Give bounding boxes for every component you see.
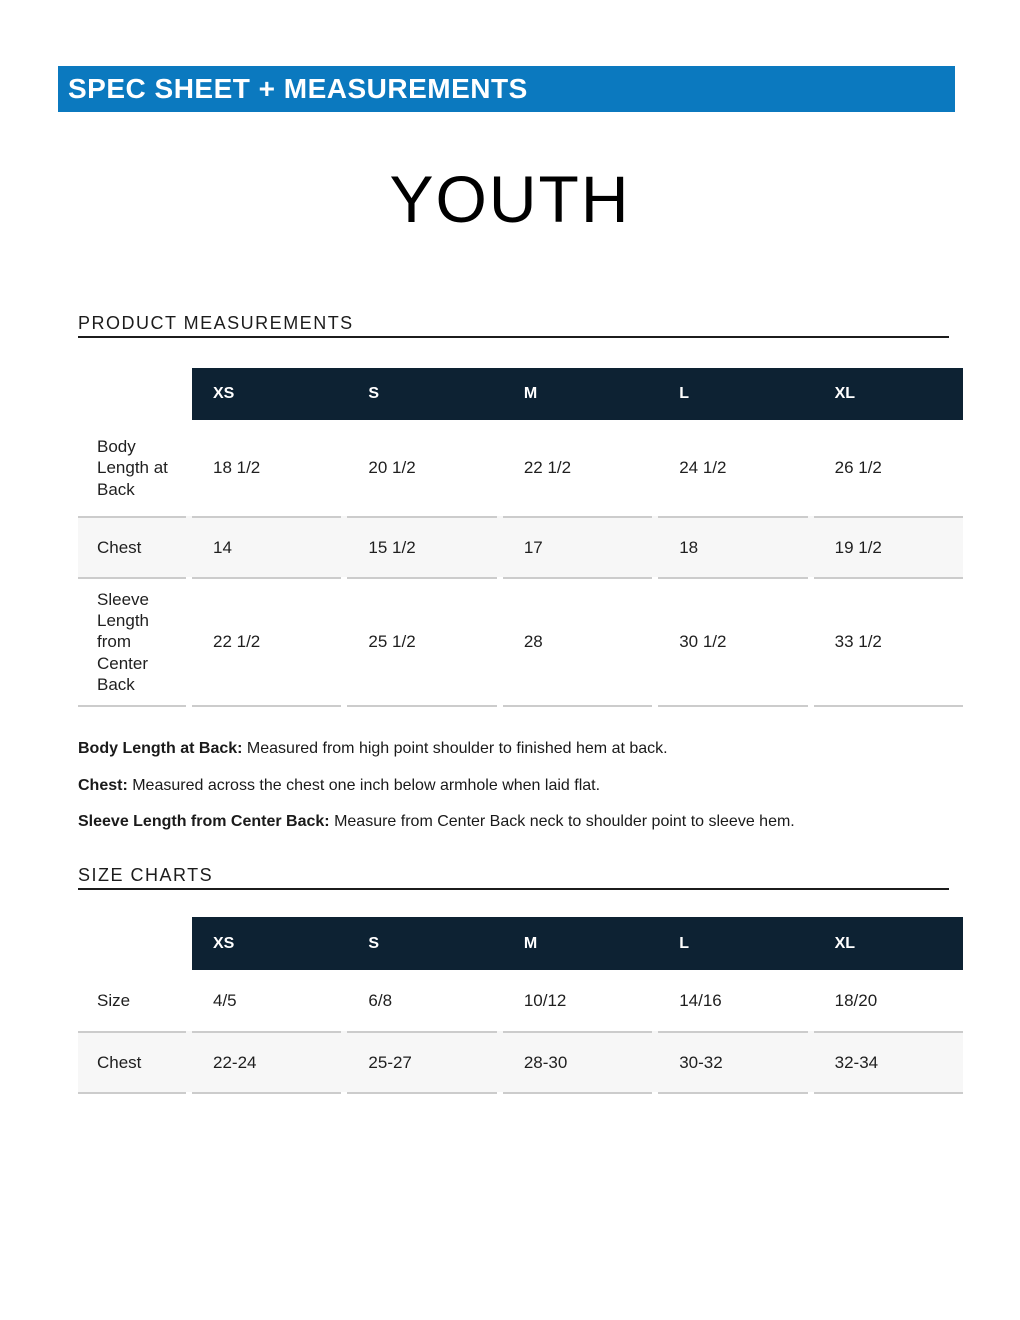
definition-term: Sleeve Length from Center Back: bbox=[78, 813, 330, 830]
definition-chest: Chest: Measured across the chest one inc… bbox=[78, 777, 600, 795]
measurement-value: 24 1/2 bbox=[679, 458, 727, 478]
measurement-value: 15 1/2 bbox=[347, 516, 497, 577]
table-row-body-length: Body Length at Back 18 1/2 20 1/2 22 1/2… bbox=[78, 420, 963, 516]
column-header-xs: XS bbox=[213, 385, 235, 402]
definition-text: Measure from Center Back neck to shoulde… bbox=[329, 813, 795, 830]
size-charts-heading: SIZE CHARTS bbox=[78, 865, 214, 885]
definition-term: Chest: bbox=[78, 777, 128, 794]
row-label: Chest bbox=[78, 1031, 186, 1092]
table-header-background bbox=[192, 368, 963, 420]
measurement-value: 18 bbox=[658, 516, 808, 577]
size-value: 32-34 bbox=[813, 1031, 964, 1092]
row-label: Size bbox=[97, 990, 131, 1010]
table-row-sleeve-length: Sleeve Length from Center Back 22 1/2 25… bbox=[78, 577, 964, 705]
table-header-row: XS S M L XL bbox=[78, 368, 963, 420]
column-header-l: L bbox=[679, 934, 689, 952]
size-value: 30-32 bbox=[658, 1031, 808, 1092]
measurement-value: 30 1/2 bbox=[658, 577, 808, 705]
row-label: Sleeve Length from Center Back bbox=[78, 577, 186, 705]
table-header-row: XS S M L XL bbox=[78, 917, 963, 970]
definition-text: Measured from high point shoulder to fin… bbox=[242, 740, 668, 757]
table-row-chest: Chest 22-24 25-27 28-30 30-32 32-34 bbox=[78, 1031, 964, 1092]
product-measurements-table: XS S M L XL Body Length at Back 18 1/2 2… bbox=[78, 368, 964, 707]
definition-text: Measured across the chest one inch below… bbox=[127, 777, 601, 794]
measurement-value: 26 1/2 bbox=[834, 458, 882, 478]
measurement-value: 22 1/2 bbox=[523, 458, 572, 478]
definition-body-length: Body Length at Back: Measured from high … bbox=[78, 740, 668, 758]
row-label: Chest bbox=[78, 516, 186, 577]
definition-sleeve-length: Sleeve Length from Center Back: Measure … bbox=[78, 813, 795, 831]
column-header-xl: XL bbox=[834, 934, 856, 952]
definition-term: Body Length at Back: bbox=[78, 740, 243, 757]
product-measurements-heading: PRODUCT MEASUREMENTS bbox=[78, 313, 354, 333]
size-value: 22-24 bbox=[192, 1031, 342, 1092]
column-header-xl: XL bbox=[834, 385, 856, 402]
size-value: 25-27 bbox=[347, 1031, 497, 1092]
size-chart-table: XS S M L XL Size 4/5 6/8 10/12 14/16 18/… bbox=[78, 917, 964, 1094]
measurement-value: 17 bbox=[502, 516, 653, 577]
measurement-value: 19 1/2 bbox=[813, 516, 964, 577]
measurement-value: 18 1/2 bbox=[213, 458, 261, 478]
measurement-value: 28 bbox=[502, 577, 653, 705]
size-value: 6/8 bbox=[368, 990, 393, 1010]
column-header-l: L bbox=[679, 385, 689, 402]
column-header-s: S bbox=[368, 934, 380, 952]
size-value: 4/5 bbox=[213, 990, 237, 1010]
column-header-s: S bbox=[368, 385, 380, 402]
measurement-value: 20 1/2 bbox=[368, 458, 416, 478]
table-header-background bbox=[192, 917, 963, 970]
measurement-value: 22 1/2 bbox=[192, 577, 342, 705]
table-header-spacer bbox=[78, 368, 186, 420]
column-header-m: M bbox=[523, 934, 538, 952]
table-row-chest: Chest 14 15 1/2 17 18 19 1/2 bbox=[78, 516, 964, 577]
measurement-value: 33 1/2 bbox=[813, 577, 964, 705]
table-header-spacer bbox=[78, 917, 186, 970]
measurement-value: 25 1/2 bbox=[347, 577, 497, 705]
row-label: Body Length at Back bbox=[97, 437, 168, 499]
spec-sheet-banner: SPEC SHEET + MEASUREMENTS bbox=[58, 66, 955, 112]
column-header-m: M bbox=[523, 385, 538, 402]
table-row-size: Size 4/5 6/8 10/12 14/16 18/20 bbox=[78, 970, 963, 1031]
column-header-xs: XS bbox=[213, 934, 235, 952]
size-value: 14/16 bbox=[679, 990, 722, 1010]
page-title: YOUTH bbox=[389, 162, 631, 236]
size-value: 18/20 bbox=[834, 990, 878, 1010]
size-value: 28-30 bbox=[502, 1031, 653, 1092]
banner-title: SPEC SHEET + MEASUREMENTS bbox=[68, 73, 528, 104]
size-charts-rule bbox=[78, 888, 949, 890]
product-measurements-rule bbox=[78, 336, 949, 338]
size-value: 10/12 bbox=[523, 990, 567, 1010]
measurement-value: 14 bbox=[192, 516, 342, 577]
